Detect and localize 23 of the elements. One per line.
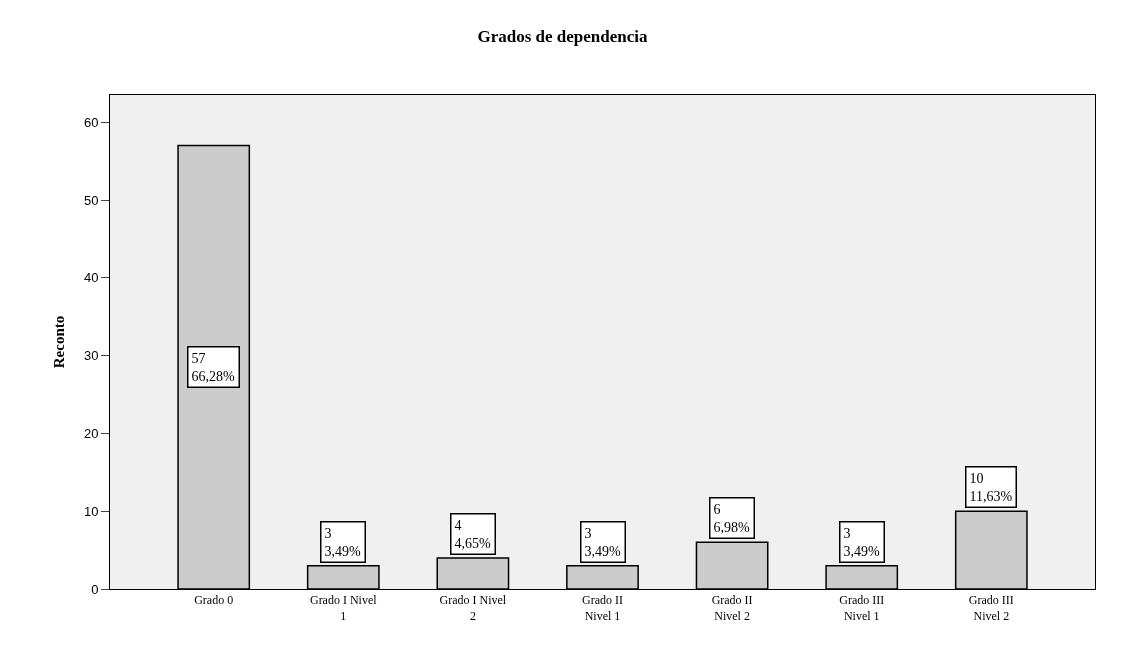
x-tick-label: Grado I Nivel 1	[309, 593, 378, 623]
data-label: 4 4,65%	[454, 517, 491, 551]
data-label: 6 6,98%	[713, 501, 750, 535]
data-label: 3 3,49%	[584, 525, 621, 559]
y-tick-label: 50	[83, 192, 99, 208]
y-tick-label: 20	[83, 425, 99, 441]
y-tick-label: 10	[83, 503, 99, 519]
x-tick-label: Grado 0	[194, 593, 234, 608]
data-label: 57 66,28%	[191, 350, 235, 384]
data-label: 3 3,49%	[324, 525, 361, 559]
y-tick-label: 60	[83, 114, 99, 130]
x-tick-label: Grado II Nivel 1	[582, 593, 623, 623]
x-tick-label: Grado III Nivel 2	[968, 593, 1014, 623]
x-tick-label: Grado I Nivel 2	[439, 593, 507, 623]
x-tick-label: Grado II Nivel 2	[711, 593, 753, 623]
y-tick-label: 30	[83, 348, 99, 364]
chart-title: Grados de dependencia	[477, 26, 648, 46]
y-axis-title: Reconto	[51, 315, 68, 369]
data-label: 10 11,63%	[969, 470, 1013, 504]
y-tick-label: 0	[91, 581, 99, 597]
x-tick-label: Grado III Nivel 1	[839, 593, 885, 623]
data-label: 3 3,49%	[843, 525, 880, 559]
y-tick-label: 40	[83, 270, 99, 286]
